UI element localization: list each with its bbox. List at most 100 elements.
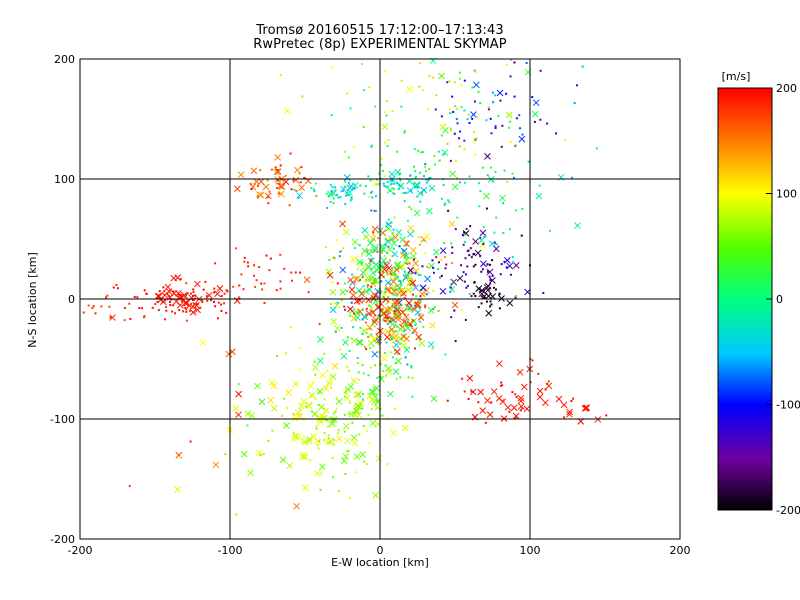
cross-stroke <box>392 273 399 281</box>
data-point <box>371 261 374 264</box>
data-point-cross <box>356 297 363 304</box>
data-point <box>481 166 484 169</box>
data-point <box>448 80 451 83</box>
cross-stroke <box>392 234 399 241</box>
data-point-cross <box>343 174 351 181</box>
data-point <box>312 381 315 384</box>
data-point-cross <box>292 380 300 388</box>
data-point <box>343 430 346 433</box>
cross-stroke <box>216 285 224 292</box>
data-point <box>171 310 174 313</box>
data-point <box>489 300 492 303</box>
data-point <box>369 305 372 308</box>
data-point-cross <box>277 182 284 190</box>
data-point <box>511 172 514 175</box>
colorbar-unit: [m/s] <box>722 70 751 83</box>
cross-stroke <box>400 318 408 326</box>
cross-stroke <box>372 292 379 299</box>
data-point <box>353 146 356 149</box>
data-point-cross <box>574 222 581 230</box>
data-point-cross <box>257 178 265 185</box>
data-point-cross <box>329 306 337 314</box>
data-point <box>434 306 437 309</box>
cross-stroke <box>403 252 410 260</box>
data-point-cross <box>216 285 224 292</box>
data-point <box>391 356 394 359</box>
data-point <box>372 320 375 323</box>
data-point <box>324 246 327 249</box>
data-point <box>521 207 524 210</box>
data-point <box>283 267 286 270</box>
data-point <box>453 81 456 84</box>
data-point <box>425 293 428 296</box>
data-point <box>450 262 453 265</box>
data-point <box>403 297 406 300</box>
data-point-cross <box>298 402 305 410</box>
cross-stroke <box>248 412 256 420</box>
data-point <box>487 108 490 111</box>
data-point <box>154 303 157 306</box>
data-point <box>499 273 502 276</box>
data-point <box>383 174 386 177</box>
data-point <box>331 476 334 479</box>
data-point-cross <box>189 309 197 316</box>
data-point <box>465 227 468 230</box>
data-point <box>512 261 515 264</box>
data-point <box>518 127 521 130</box>
data-point <box>369 334 372 337</box>
data-point <box>399 376 402 379</box>
data-point-cross <box>335 398 343 405</box>
cross-stroke <box>384 328 392 336</box>
data-point <box>513 61 516 64</box>
data-point <box>372 250 375 253</box>
data-point <box>480 289 483 292</box>
cross-stroke <box>212 461 220 469</box>
data-point-cross <box>290 435 298 443</box>
data-point-cross <box>333 325 341 332</box>
cross-stroke <box>295 433 302 441</box>
data-point-cross <box>478 237 485 244</box>
cross-stroke <box>296 192 303 199</box>
data-point-cross <box>394 168 401 176</box>
data-point <box>449 127 452 130</box>
data-point <box>390 337 393 340</box>
data-point-cross <box>350 434 358 441</box>
data-point <box>143 289 146 292</box>
cross-stroke <box>485 309 493 317</box>
data-point-cross <box>342 422 350 430</box>
data-point <box>479 255 482 258</box>
data-point-cross <box>483 192 490 200</box>
data-point-cross <box>384 279 392 287</box>
cross-stroke <box>406 320 414 328</box>
data-point-cross <box>296 192 303 199</box>
data-point-cross <box>433 248 440 256</box>
cross-stroke <box>325 379 333 387</box>
cross-stroke <box>425 207 433 215</box>
data-point-cross <box>339 266 347 274</box>
cross-stroke <box>474 249 482 257</box>
data-point-cross <box>456 274 464 282</box>
data-point <box>464 273 467 276</box>
data-point <box>428 75 431 78</box>
data-point <box>320 472 323 475</box>
cross-stroke <box>499 398 507 405</box>
cross-stroke <box>420 186 428 194</box>
cross-stroke <box>449 170 457 178</box>
cross-stroke <box>404 303 412 310</box>
data-point <box>449 112 452 115</box>
data-point <box>491 91 494 94</box>
data-point <box>413 148 416 151</box>
data-point <box>345 191 348 194</box>
cross-stroke <box>347 305 354 313</box>
data-point <box>352 187 355 190</box>
data-point <box>424 304 427 307</box>
cross-stroke <box>316 357 324 365</box>
data-point-cross <box>372 179 380 187</box>
cross-stroke <box>358 290 366 298</box>
data-point <box>371 196 374 199</box>
data-point-cross <box>518 135 526 143</box>
data-point <box>437 150 440 153</box>
data-point <box>339 195 342 198</box>
data-point-cross <box>328 420 336 427</box>
